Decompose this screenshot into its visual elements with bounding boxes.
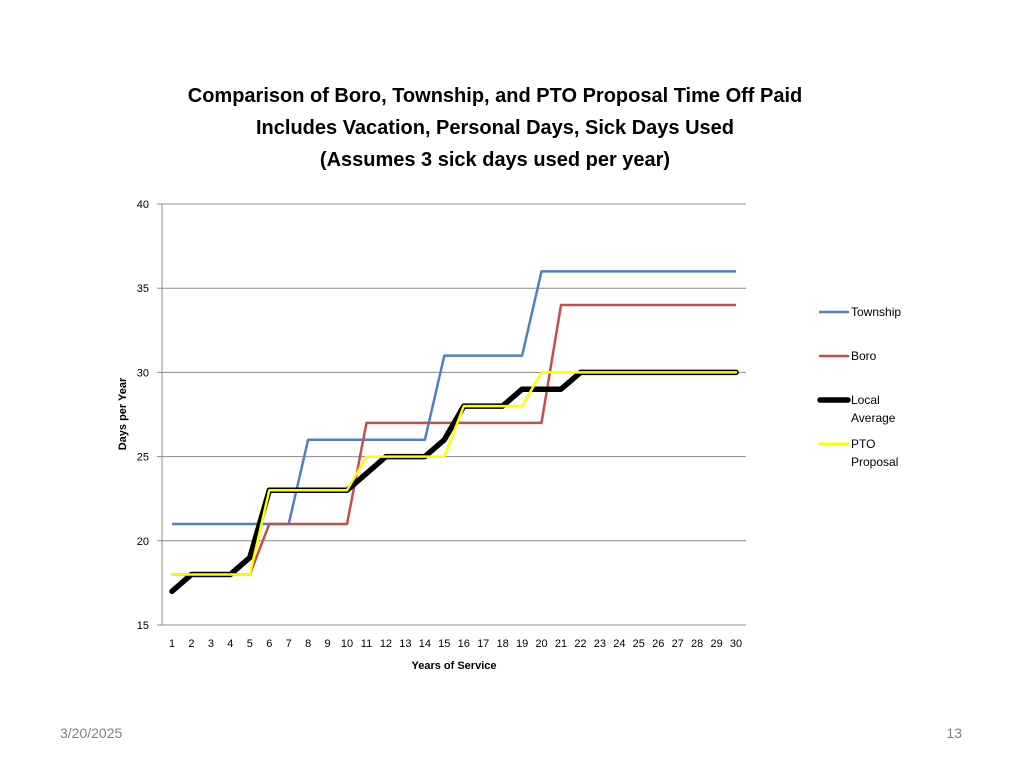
x-tick-label: 23: [594, 638, 606, 650]
x-tick-label: 7: [286, 638, 292, 650]
x-tick-label: 16: [458, 638, 470, 650]
legend-label-boro: Boro: [851, 349, 877, 363]
legend-label-local-average: Local: [851, 393, 880, 407]
x-tick-label: 24: [613, 638, 625, 650]
x-tick-label: 1: [169, 638, 175, 650]
x-tick-label: 26: [652, 638, 664, 650]
x-tick-label: 27: [672, 638, 684, 650]
x-tick-label: 22: [574, 638, 586, 650]
chart-title-line-3: (Assumes 3 sick days used per year): [319, 149, 671, 171]
x-tick-label: 3: [208, 638, 214, 650]
x-tick-label: 18: [497, 638, 509, 650]
page-number: 13: [946, 725, 962, 741]
x-tick-label: 28: [691, 638, 703, 650]
x-tick-label: 21: [555, 638, 567, 650]
x-tick-label: 11: [361, 638, 372, 650]
y-tick-label: 35: [137, 283, 149, 295]
x-tick-label: 12: [380, 638, 392, 650]
series-line-township: [172, 270, 736, 526]
x-tick-label: 17: [477, 638, 489, 650]
x-tick-label: 20: [535, 638, 547, 650]
x-tick-label: 14: [419, 638, 431, 650]
y-axis-title: Days per Year: [117, 377, 129, 450]
footer-date: 3/20/2025: [60, 725, 123, 741]
legend-label-pto-proposal: PTO: [851, 437, 875, 451]
series-line-pto-proposal: [170, 371, 738, 576]
x-tick-label: 10: [341, 638, 353, 650]
x-tick-label: 5: [247, 638, 253, 650]
x-tick-label: 30: [730, 638, 742, 650]
legend-label-township: Township: [851, 305, 901, 319]
x-tick-label: 8: [305, 638, 311, 650]
x-tick-label: 9: [325, 638, 331, 650]
x-tick-label: 19: [516, 638, 528, 650]
x-tick-label: 4: [227, 638, 233, 650]
legend-label-pto-proposal: Proposal: [851, 455, 898, 469]
y-tick-label: 15: [137, 620, 149, 632]
x-tick-label: 29: [710, 638, 722, 650]
x-tick-label: 2: [188, 638, 194, 650]
legend-label-local-average: Average: [851, 411, 896, 425]
x-tick-label: 6: [266, 638, 272, 650]
y-tick-label: 40: [137, 199, 149, 211]
chart-title: Comparison of Boro, Township, and PTO Pr…: [140, 80, 850, 176]
y-tick-label: 20: [137, 536, 149, 548]
x-axis-title: Years of Service: [411, 660, 496, 672]
x-tick-label: 25: [633, 638, 645, 650]
y-tick-label: 25: [137, 452, 149, 464]
chart-title-line-1: Comparison of Boro, Township, and PTO Pr…: [187, 85, 803, 107]
x-tick-label: 15: [438, 638, 450, 650]
x-tick-label: 13: [399, 638, 411, 650]
chart-title-line-2: Includes Vacation, Personal Days, Sick D…: [256, 117, 734, 139]
y-tick-label: 30: [137, 367, 149, 379]
